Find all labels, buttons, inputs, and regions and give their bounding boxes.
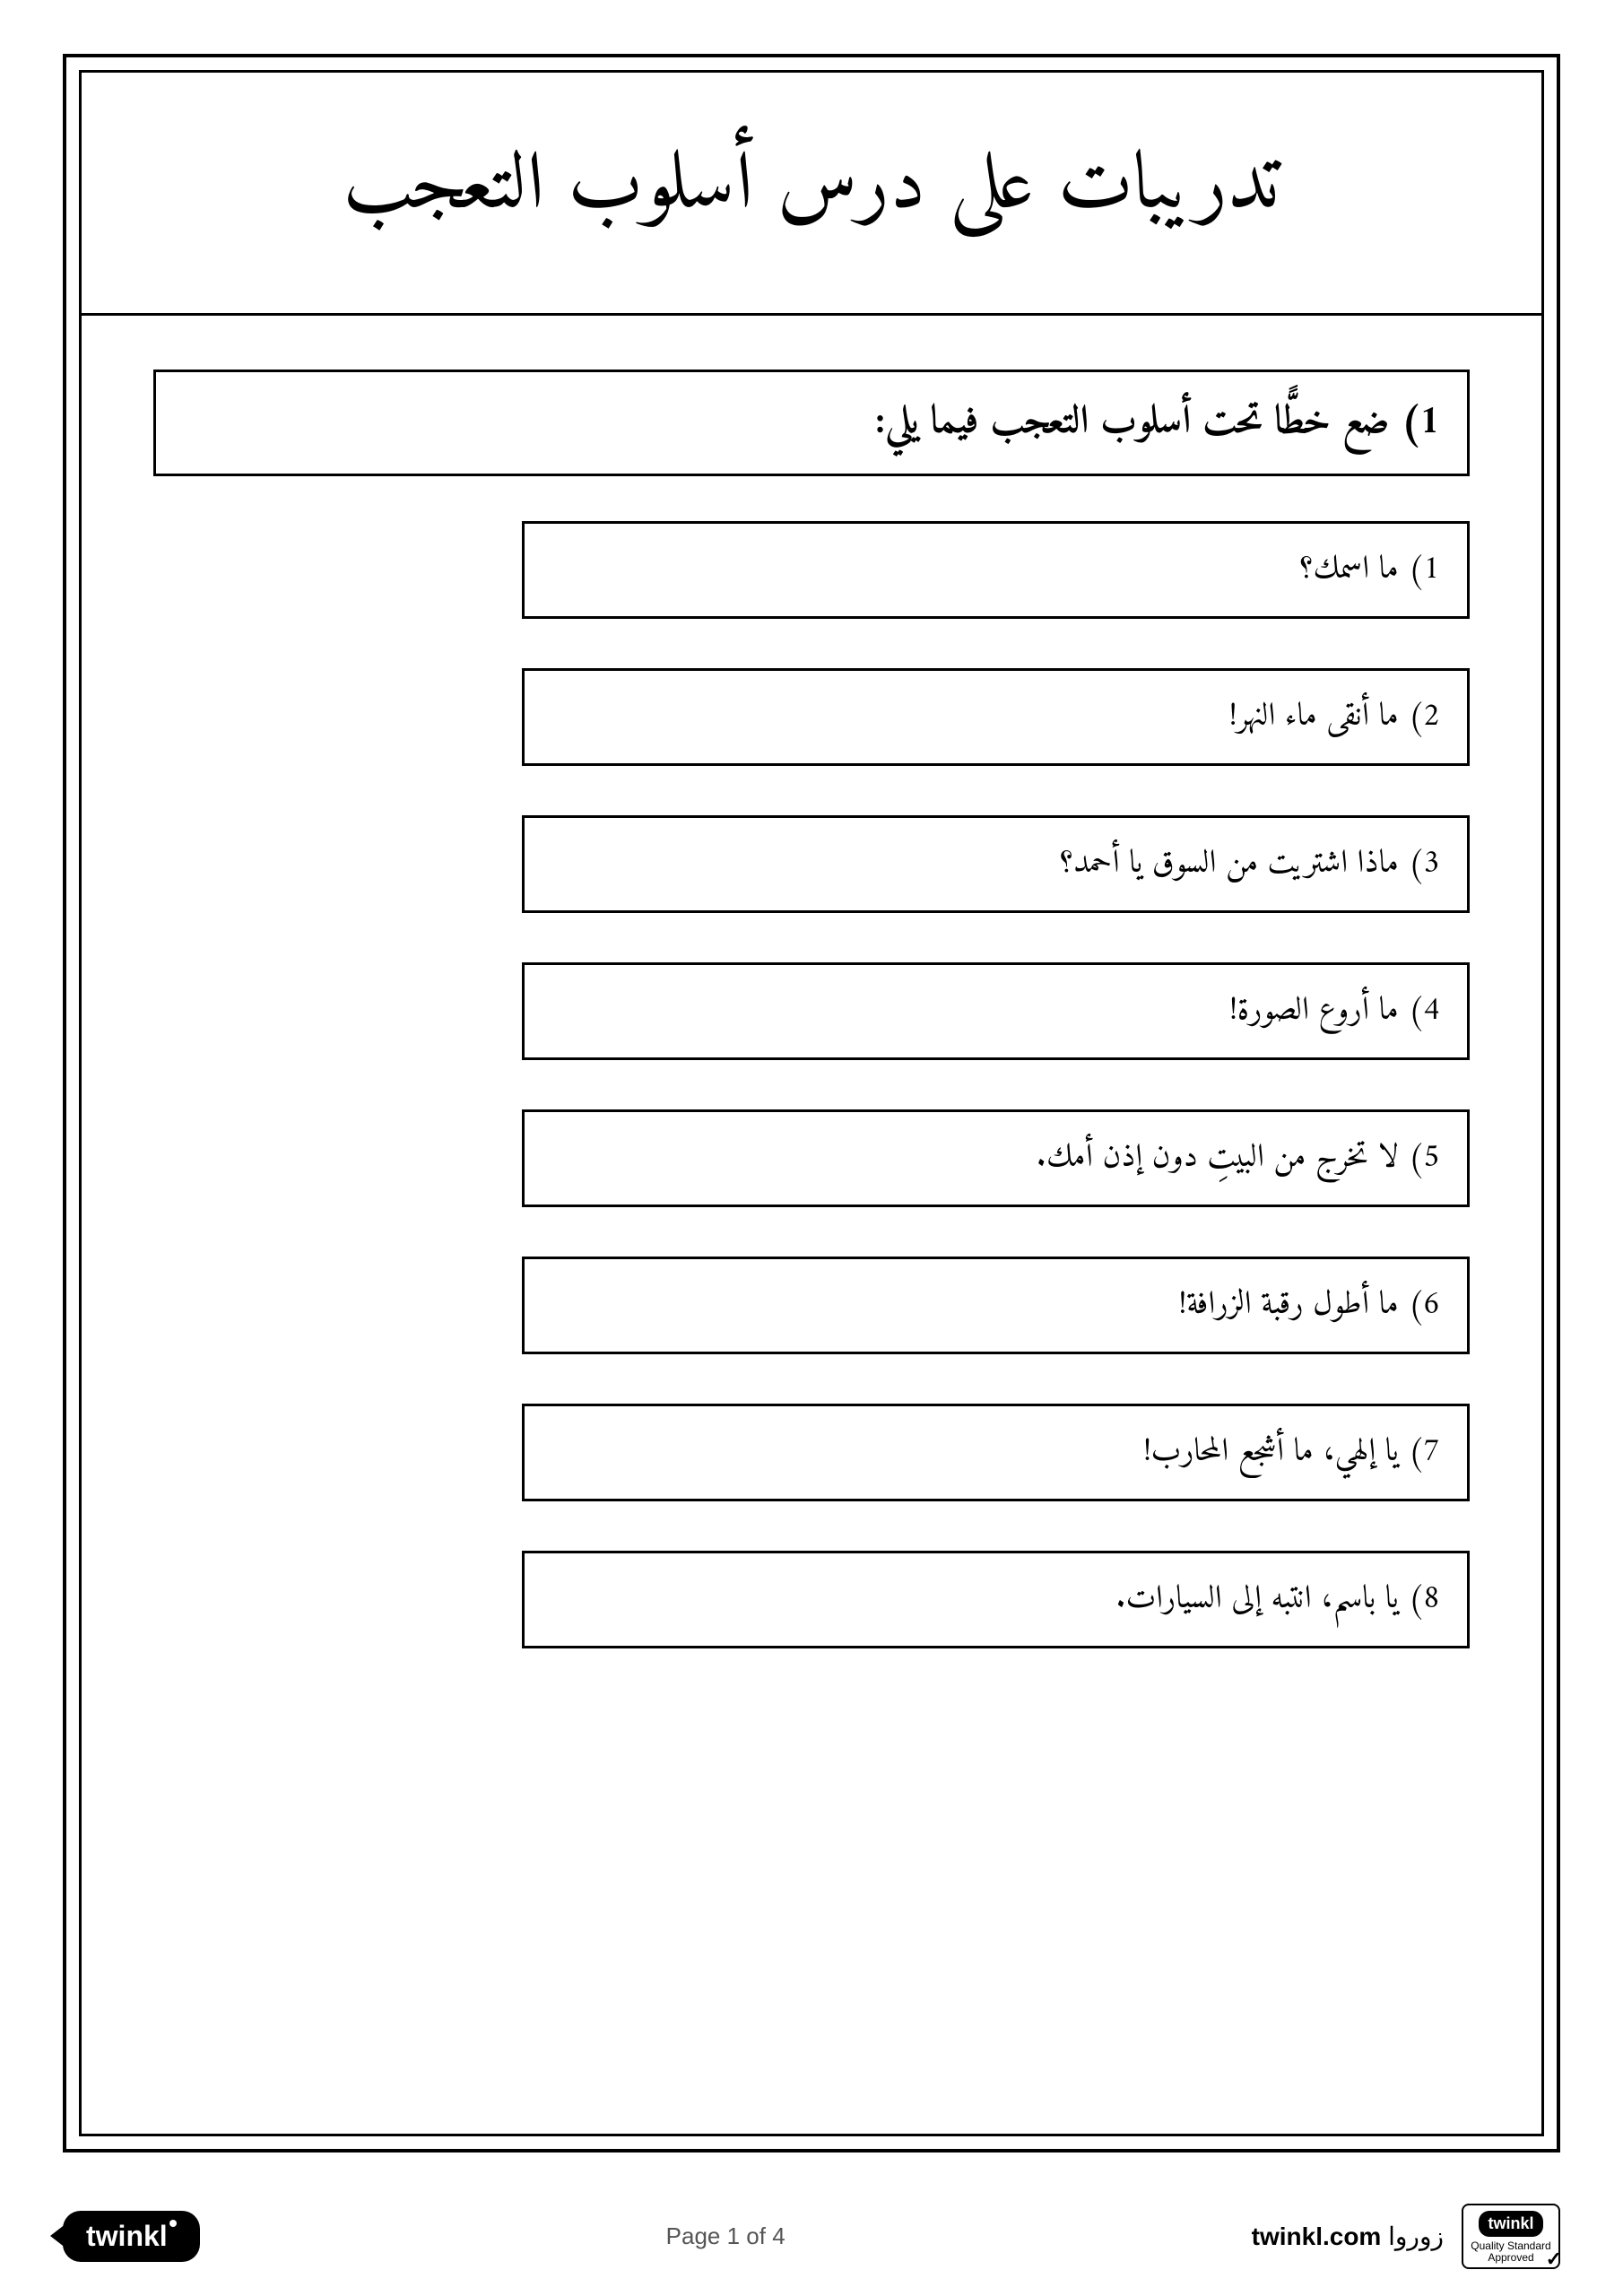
page-inner-frame: تدريبات على درس أسلوب التعجب 1) ضع خطًّا… — [79, 70, 1544, 2136]
list-item: 3) ماذا اشتريت من السوق يا أحمد؟ — [522, 815, 1470, 913]
badge-line1: Quality Standard — [1471, 2240, 1551, 2252]
item-number: 1) — [1408, 542, 1440, 598]
list-item: 1) ما اسمك؟ — [522, 521, 1470, 619]
instruction-number: 1) — [1401, 388, 1440, 457]
worksheet-title: تدريبات على درس أسلوب التعجب — [117, 117, 1506, 259]
item-number: 5) — [1408, 1130, 1440, 1187]
list-item: 2) ما أنقى ماء النهر! — [522, 668, 1470, 766]
item-number: 8) — [1408, 1571, 1440, 1628]
list-item: 6) ما أطول رقبة الزرافة! — [522, 1257, 1470, 1354]
page-outer-frame: تدريبات على درس أسلوب التعجب 1) ضع خطًّا… — [63, 54, 1560, 2152]
title-box: تدريبات على درس أسلوب التعجب — [82, 73, 1541, 316]
list-item: 5) لا تخرج من البيتِ دون إذن أمك. — [522, 1109, 1470, 1207]
logo-text: twinkl — [86, 2220, 168, 2252]
badge-logo: twinkl — [1479, 2211, 1542, 2237]
visit-prefix: زوروا — [1388, 2222, 1444, 2250]
item-text: ما أروع الصورة! — [1229, 983, 1399, 1039]
item-number: 2) — [1408, 689, 1440, 745]
item-number: 7) — [1408, 1424, 1440, 1481]
item-text: يا إلهي، ما أشجع المحارب! — [1143, 1424, 1399, 1481]
item-text: ما اسمك؟ — [1300, 542, 1399, 598]
instruction-box: 1) ضع خطًّا تحت أسلوب التعجب فيما يلي: — [153, 370, 1470, 476]
instruction-text: ضع خطًّا تحت أسلوب التعجب فيما يلي: — [875, 388, 1390, 457]
footer-right: زوروا twinkl.com twinkl Quality Standard… — [1252, 2204, 1560, 2269]
item-text: يا باسم، انتبه إلى السيارات. — [1115, 1571, 1399, 1628]
visit-site: twinkl.com — [1252, 2222, 1382, 2250]
page-footer: twinkl Page 1 of 4 زوروا twinkl.com twin… — [63, 2204, 1560, 2269]
item-text: ما أنقى ماء النهر! — [1229, 689, 1399, 745]
list-item: 7) يا إلهي، ما أشجع المحارب! — [522, 1404, 1470, 1501]
visit-link: زوروا twinkl.com — [1252, 2222, 1444, 2251]
item-number: 4) — [1408, 983, 1440, 1039]
twinkl-logo: twinkl — [63, 2211, 200, 2262]
badge-line2: Approved — [1471, 2252, 1551, 2264]
list-item: 8) يا باسم، انتبه إلى السيارات. — [522, 1551, 1470, 1648]
content-area: 1) ضع خطًّا تحت أسلوب التعجب فيما يلي: 1… — [82, 316, 1541, 1684]
item-text: ماذا اشتريت من السوق يا أحمد؟ — [1060, 836, 1399, 892]
item-number: 3) — [1408, 836, 1440, 892]
items-list: 1) ما اسمك؟ 2) ما أنقى ماء النهر! 3) ماذ… — [522, 521, 1470, 1648]
item-text: لا تخرج من البيتِ دون إذن أمك. — [1037, 1130, 1399, 1187]
list-item: 4) ما أروع الصورة! — [522, 962, 1470, 1060]
quality-badge: twinkl Quality Standard Approved — [1462, 2204, 1560, 2269]
logo-dot-icon — [169, 2220, 177, 2227]
item-text: ما أطول رقبة الزرافة! — [1179, 1277, 1399, 1334]
page-number: Page 1 of 4 — [666, 2222, 785, 2250]
item-number: 6) — [1408, 1277, 1440, 1334]
